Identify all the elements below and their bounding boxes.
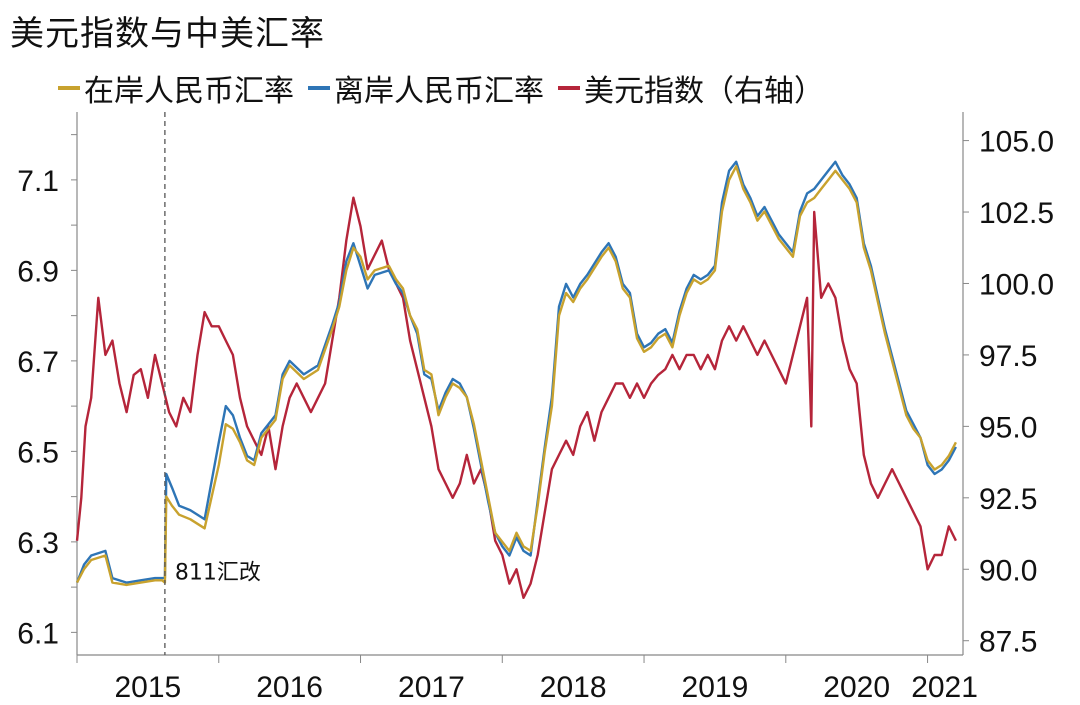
left-tick-label: 6.1 xyxy=(17,617,59,650)
series-onshore-line xyxy=(75,165,957,587)
series-layer xyxy=(75,160,957,599)
left-tick-label: 6.3 xyxy=(17,527,59,560)
left-tick-label: 6.7 xyxy=(17,346,59,379)
right-tick-label: 95.0 xyxy=(979,411,1037,444)
right-tick-label: 87.5 xyxy=(979,626,1037,659)
legend: 在岸人民币汇率 离岸人民币汇率 美元指数（右轴） xyxy=(58,66,824,110)
legend-label-onshore: 在岸人民币汇率 xyxy=(84,74,294,109)
x-tick-label: 2021 xyxy=(911,671,978,704)
legend-swatch-onshore xyxy=(58,86,80,90)
x-tick-label: 2019 xyxy=(682,671,749,704)
right-tick-label: 105.0 xyxy=(979,126,1054,159)
series-offshore-line xyxy=(75,160,957,584)
legend-item-offshore: 离岸人民币汇率 xyxy=(308,66,544,110)
x-tick-label: 2016 xyxy=(256,671,323,704)
x-tick-label: 2020 xyxy=(823,671,890,704)
x-tick-label: 2017 xyxy=(398,671,465,704)
x-tick-label: 2015 xyxy=(115,671,182,704)
reform-annotation: 811汇改 xyxy=(175,560,261,585)
legend-item-usd-index: 美元指数（右轴） xyxy=(558,66,824,110)
right-tick-label: 97.5 xyxy=(979,340,1037,373)
x-tick-label: 2018 xyxy=(540,671,607,704)
right-tick-label: 90.0 xyxy=(979,554,1037,587)
series-usd-index-line xyxy=(75,196,957,599)
axes: 6.1 6.3 6.5 6.7 6.9 7.1 87.5 90.0 92.5 95.0 97.5 10… xyxy=(17,112,1054,704)
right-tick-label: 102.5 xyxy=(979,197,1054,230)
left-tick-label: 6.9 xyxy=(17,255,59,288)
legend-label-usd-index: 美元指数（右轴） xyxy=(584,74,824,109)
legend-swatch-usd-index xyxy=(558,86,580,90)
right-tick-label: 100.0 xyxy=(979,268,1054,301)
right-tick-label: 92.5 xyxy=(979,483,1037,516)
legend-item-onshore: 在岸人民币汇率 xyxy=(58,66,294,110)
legend-swatch-offshore xyxy=(308,86,330,90)
annotation-layer: 811汇改 xyxy=(164,112,261,655)
left-tick-label: 7.1 xyxy=(17,165,59,198)
chart-title: 美元指数与中美汇率 xyxy=(10,14,325,54)
left-tick-label: 6.5 xyxy=(17,436,59,469)
legend-label-offshore: 离岸人民币汇率 xyxy=(334,74,544,109)
